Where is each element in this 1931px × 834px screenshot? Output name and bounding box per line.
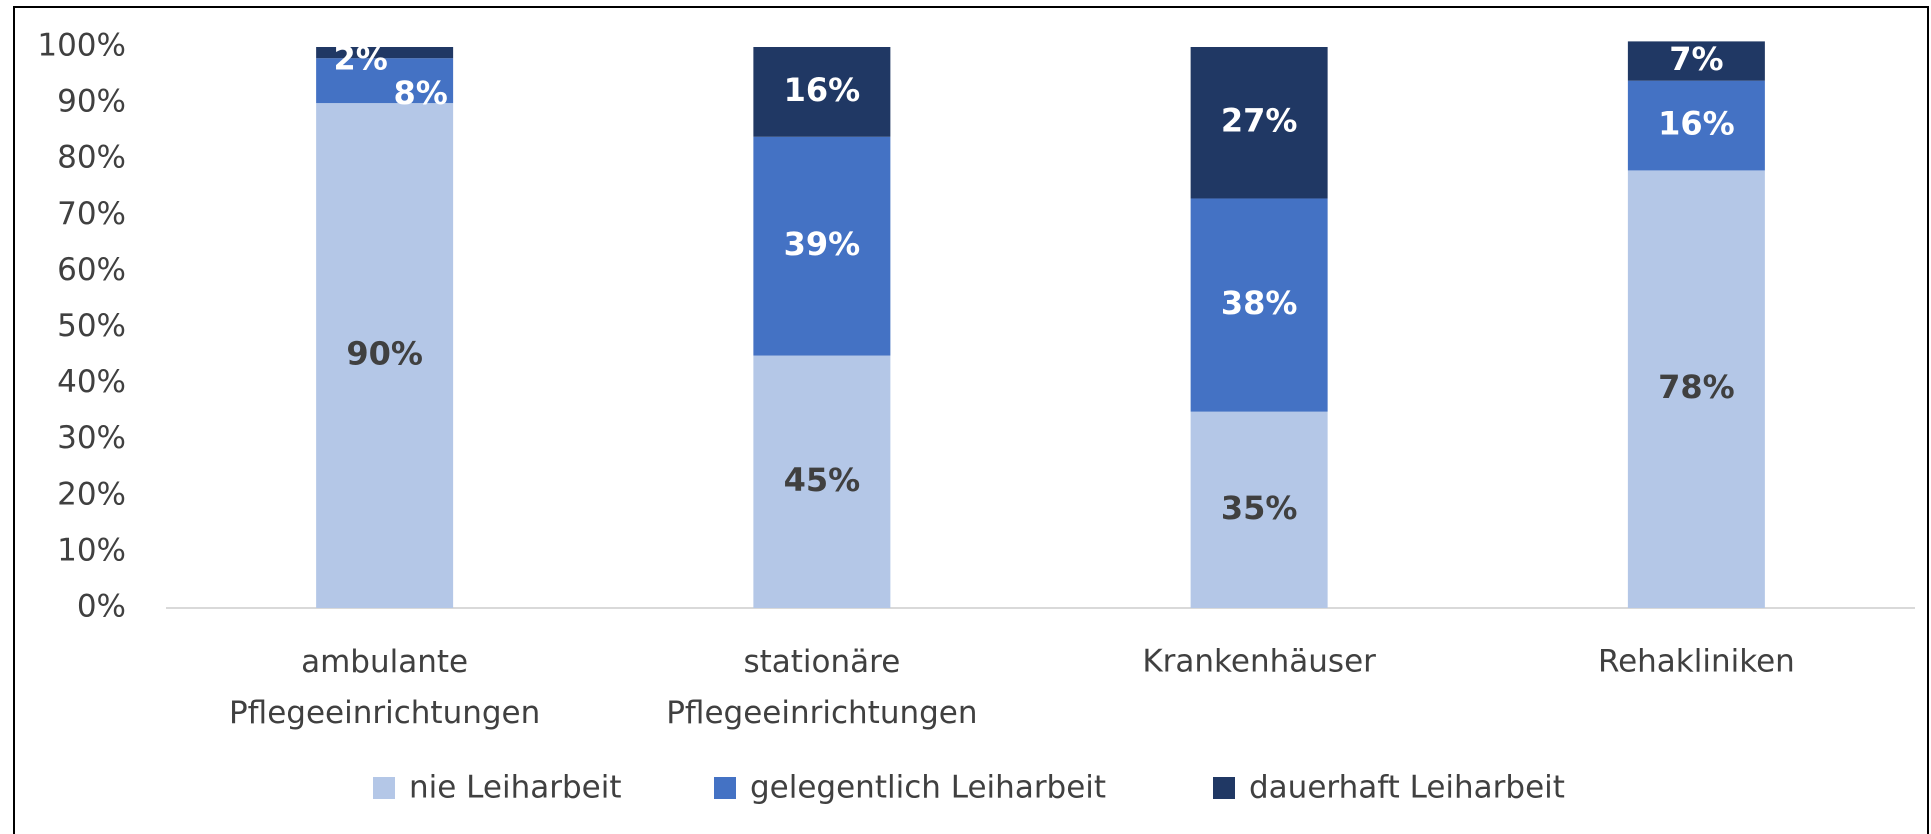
bar-segment	[753, 47, 891, 137]
data-label: 2%	[333, 40, 387, 78]
data-label: 16%	[1658, 105, 1735, 143]
legend-swatch	[1213, 777, 1235, 799]
bar-segment	[1627, 80, 1765, 171]
legend-swatch	[373, 777, 395, 799]
x-tick-label: Rehakliniken	[1598, 644, 1795, 680]
data-label: 38%	[1221, 284, 1298, 322]
data-label: 16%	[784, 71, 861, 109]
y-tick-label: 50%	[57, 308, 126, 344]
legend-swatch	[714, 777, 736, 799]
y-tick-label: 80%	[57, 140, 126, 176]
data-label: 39%	[784, 225, 861, 263]
data-label: 90%	[346, 335, 423, 373]
bar-segment	[1190, 47, 1328, 199]
bar-segment	[753, 136, 891, 356]
bar-segment	[1627, 170, 1765, 609]
y-tick-label: 0%	[77, 589, 126, 625]
legend-label: nie Leiharbeit	[409, 770, 622, 806]
data-label: 27%	[1221, 102, 1298, 140]
y-tick-label: 10%	[57, 532, 126, 568]
bar-segment	[1190, 198, 1328, 412]
bar-segment	[753, 355, 891, 608]
bar-segment	[316, 47, 454, 59]
bar-segment	[316, 58, 454, 104]
y-tick-label: 90%	[57, 84, 126, 120]
y-tick-label: 40%	[57, 364, 126, 400]
legend-label: dauerhaft Leiharbeit	[1249, 770, 1565, 806]
x-tick-label: stationäre Pflegeeinrichtungen	[666, 644, 977, 731]
y-tick-label: 70%	[57, 196, 126, 232]
x-tick-label: ambulante Pflegeeinrichtungen	[229, 644, 540, 731]
y-tick-label: 100%	[37, 28, 126, 64]
data-label: 7%	[1669, 40, 1723, 78]
data-label: 78%	[1658, 368, 1735, 406]
bar-segment	[316, 103, 454, 608]
y-tick-label: 30%	[57, 420, 126, 456]
legend-label: gelegentlich Leiharbeit	[750, 770, 1106, 806]
data-label: 45%	[784, 461, 861, 499]
x-tick-label: Krankenhäuser	[1142, 644, 1376, 680]
y-tick-label: 60%	[57, 252, 126, 288]
bar-segment	[1190, 411, 1328, 608]
data-label: 35%	[1221, 489, 1298, 527]
y-tick-label: 20%	[57, 476, 126, 512]
data-label: 8%	[393, 74, 447, 112]
chart-frame	[13, 6, 1929, 834]
bar-segment	[1627, 41, 1765, 81]
